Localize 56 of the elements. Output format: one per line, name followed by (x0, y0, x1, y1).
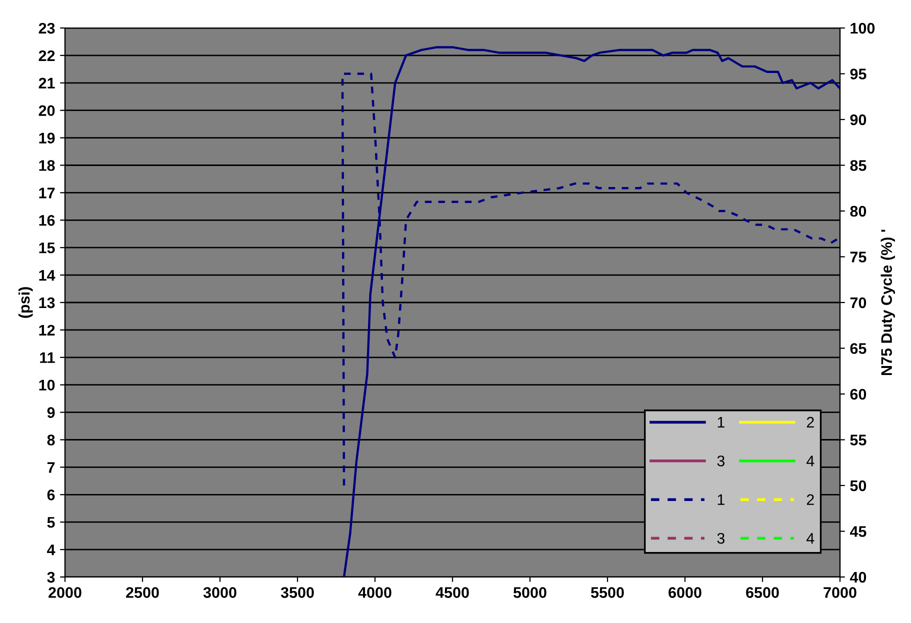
y2-tick-label: 80 (850, 206, 866, 217)
x-tick-label: 3500 (280, 587, 314, 598)
y-tick-label: 4 (47, 544, 56, 556)
x-tick-label: 2500 (126, 587, 159, 598)
y-tick-label: 8 (47, 434, 55, 446)
legend-label: 4 (806, 533, 814, 544)
y-tick-label: 9 (47, 407, 55, 418)
y2-tick-label: 45 (850, 526, 866, 537)
y-tick-label: 14 (39, 270, 56, 281)
x-tick-label: 5000 (513, 587, 546, 598)
line-series (342, 46, 840, 577)
legend-label: 3 (717, 532, 724, 544)
y2-tick-label: 55 (850, 434, 866, 446)
y-tick-label: 21 (38, 78, 55, 88)
y-tick-label: 5 (47, 517, 55, 528)
y-tick-label: 23 (38, 22, 55, 34)
x-tick-label: 4000 (358, 587, 392, 598)
y-tick-label: 18 (39, 160, 55, 171)
y-tick-label: 7 (47, 462, 55, 473)
x-tick-label: 6000 (668, 587, 702, 598)
y-axis-title: (psi) (18, 287, 33, 318)
y2-axis-title: N75 Duty Cycle (%) ' (880, 230, 896, 376)
y2-tick-label: 65 (850, 343, 866, 354)
y2-tick-label: 70 (850, 297, 866, 308)
y-tick-label: 13 (39, 297, 55, 308)
y2-tick-label: 85 (850, 160, 866, 171)
y-tick-label: 20 (38, 105, 55, 116)
legend-label: 2 (806, 416, 814, 428)
y-tick-label: 10 (39, 380, 55, 391)
legend-label: 1 (718, 417, 724, 428)
y2-tick-label: 95 (850, 68, 866, 80)
y-tick-label: 3 (47, 572, 55, 583)
y2-tick-label: 40 (850, 572, 866, 583)
x-tick-label: 2000 (48, 587, 82, 598)
y-tick-label: 17 (39, 188, 55, 198)
x-tick-label: 5500 (590, 587, 624, 598)
legend-label: 3 (717, 456, 724, 466)
y2-tick-label: 100 (850, 22, 875, 34)
x-tick-label: 4500 (436, 587, 469, 598)
y2-tick-label: 90 (850, 114, 866, 126)
y-tick-label: 6 (47, 490, 55, 500)
x-tick-label: 7000 (824, 587, 856, 598)
y2-tick-label: 75 (850, 252, 866, 262)
x-tick-label: 6500 (746, 587, 779, 598)
y2-tick-label: 50 (850, 480, 866, 492)
y-tick-label: 11 (40, 352, 55, 363)
y-tick-label: 15 (39, 242, 55, 254)
y2-tick-label: 60 (850, 388, 866, 400)
y-tick-label: 22 (38, 50, 55, 61)
x-tick-label: 3000 (203, 587, 236, 598)
legend-label: 2 (806, 494, 814, 505)
y-tick-label: 16 (39, 215, 55, 226)
legend-label: 4 (806, 456, 814, 466)
y-tick-label: 12 (39, 324, 55, 336)
y-tick-label: 19 (39, 132, 55, 144)
legend-label: 1 (718, 494, 724, 505)
